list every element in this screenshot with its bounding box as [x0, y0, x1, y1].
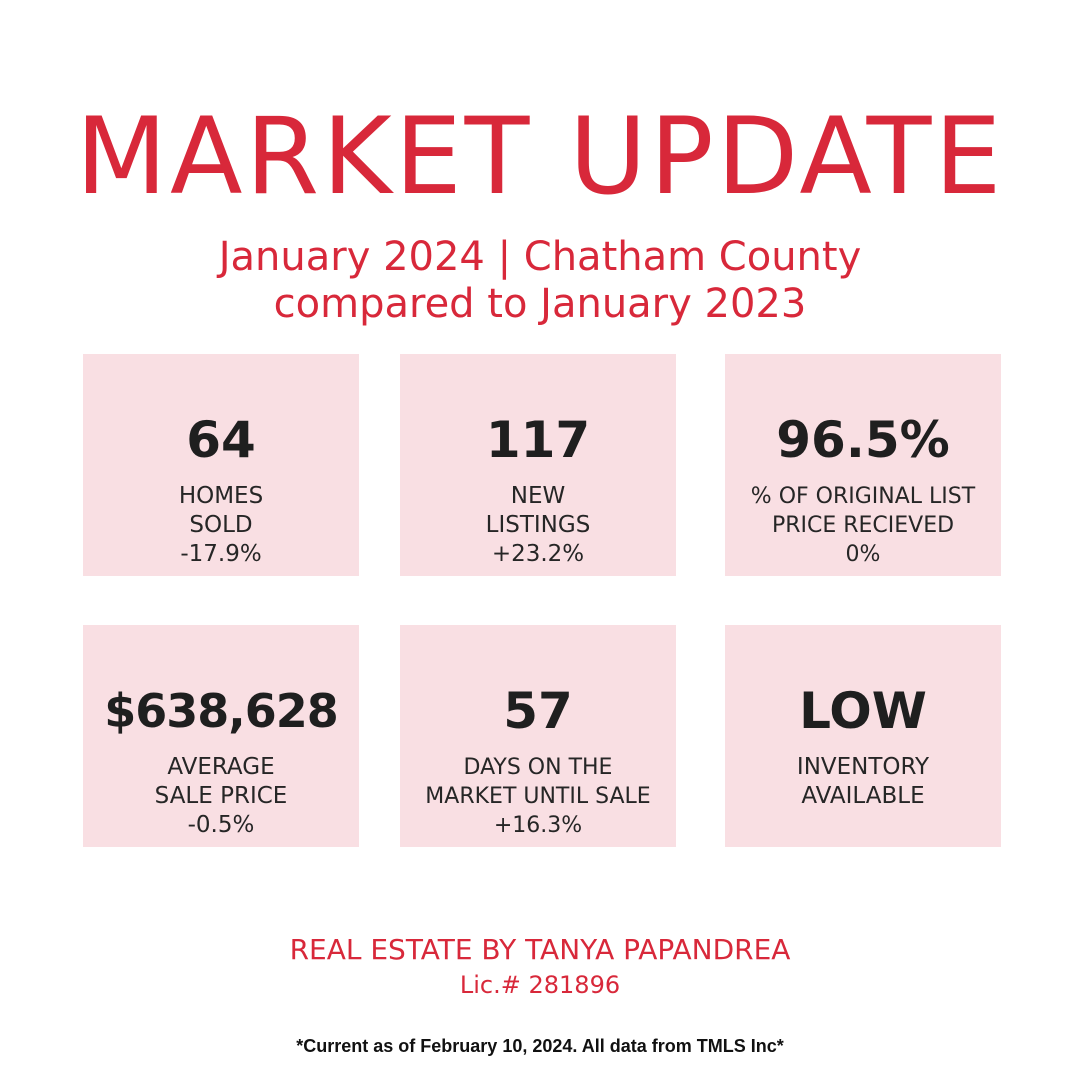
stat-label-line2: SALE PRICE [154, 783, 288, 809]
subtitle-comparison: compared to January 2023 [273, 281, 807, 327]
data-source-footnote: *Current as of February 10, 2024. All da… [296, 1036, 784, 1056]
stat-card-days-on-market: 57 DAYS ON THE MARKET UNTIL SALE +16.3% [400, 625, 676, 847]
stat-change: -0.5% [187, 812, 255, 838]
stat-label-line2: LISTINGS [485, 512, 591, 538]
page-title: MARKET UPDATE [75, 95, 1005, 218]
stat-label-line1: INVENTORY [796, 754, 930, 780]
stat-change: 0% [845, 542, 881, 567]
stat-label-line1: NEW [510, 483, 566, 509]
stat-change: +23.2% [491, 541, 585, 567]
stat-label-line2: MARKET UNTIL SALE [425, 784, 651, 809]
stat-change: -17.9% [180, 541, 262, 567]
subtitle-date-location: January 2024 | Chatham County [218, 234, 862, 280]
stat-card-list-price-received: 96.5% % OF ORIGINAL LIST PRICE RECIEVED … [725, 354, 1001, 576]
license-number: Lic.# 281896 [459, 971, 621, 999]
stat-label-line2: PRICE RECIEVED [771, 513, 955, 538]
stat-card-inventory: LOW INVENTORY AVAILABLE [725, 625, 1001, 847]
stat-value: 64 [186, 411, 256, 469]
stat-value: 117 [485, 411, 591, 469]
stat-change: +16.3% [493, 813, 583, 838]
stat-card-average-sale-price: $638,628 AVERAGE SALE PRICE -0.5% [83, 625, 359, 847]
stat-label-line1: % OF ORIGINAL LIST [750, 484, 976, 509]
stat-value: 57 [503, 682, 573, 740]
stat-label-line1: HOMES [178, 483, 264, 509]
stat-card-homes-sold: 64 HOMES SOLD -17.9% [83, 354, 359, 576]
agent-brand: REAL ESTATE BY TANYA PAPANDREA [289, 933, 791, 966]
stat-value: 96.5% [776, 411, 950, 469]
stat-card-new-listings: 117 NEW LISTINGS +23.2% [400, 354, 676, 576]
stat-label-line2: SOLD [189, 512, 253, 538]
stat-label-line2: AVAILABLE [801, 783, 925, 809]
stat-label-line1: AVERAGE [167, 754, 275, 780]
stat-value: LOW [799, 682, 927, 740]
stat-value: $638,628 [104, 684, 339, 738]
stat-label-line1: DAYS ON THE [463, 755, 613, 780]
